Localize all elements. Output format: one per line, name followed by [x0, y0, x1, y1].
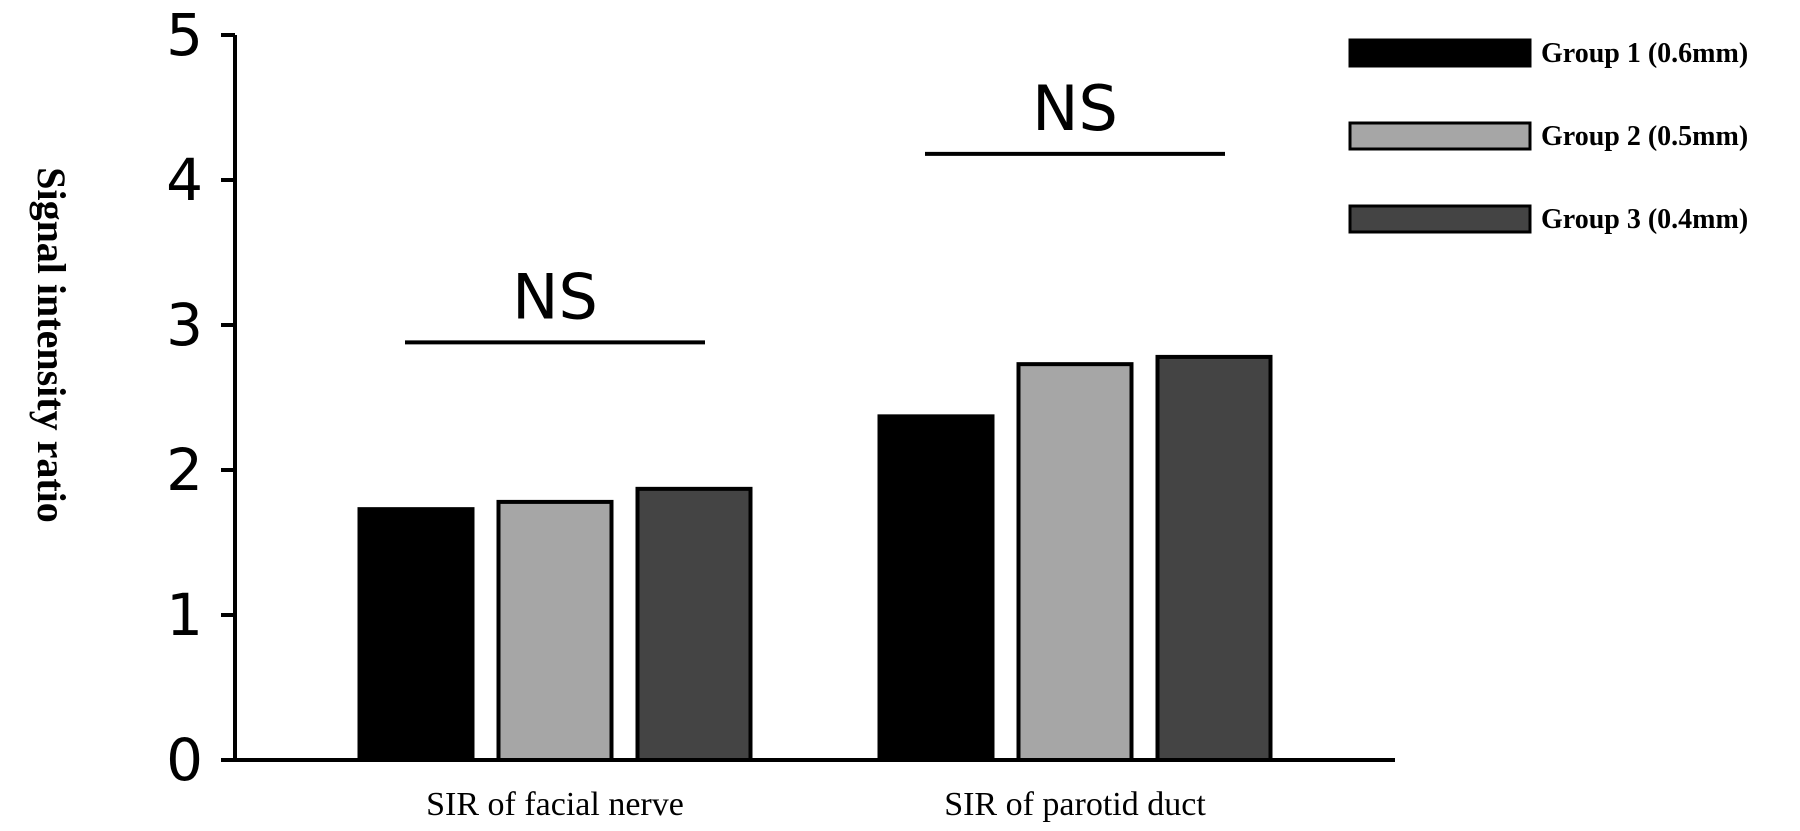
legend-label-group-2: Group 2 (0.5mm): [1541, 121, 1748, 152]
legend: Group 1 (0.6mm) Group 2 (0.5mm) Group 3 (0…: [1348, 38, 1748, 235]
y-tick-label: 1: [166, 581, 203, 649]
y-axis-label: Signal intensity ratio: [29, 167, 74, 523]
y-tick-label: 4: [166, 146, 203, 214]
bar-parotid-duct-group-2: [1016, 362, 1134, 762]
legend-swatch-group-2: [1348, 121, 1532, 151]
y-tick-label: 5: [166, 1, 203, 69]
bar-facial-nerve-group-3: [635, 486, 753, 762]
bar-parotid-duct-group-1: [877, 414, 995, 762]
bar-parotid-duct-group-3: [1155, 354, 1273, 762]
y-tick-label: 2: [166, 436, 203, 504]
significance-label: NS: [512, 260, 598, 333]
bar-facial-nerve-group-1: [357, 507, 475, 762]
y-tick-label: 3: [166, 291, 203, 359]
y-ticks: 0 1 2 3 4 5: [166, 1, 235, 794]
bar-facial-nerve-group-2: [496, 499, 614, 762]
legend-swatch-group-3: [1348, 204, 1532, 234]
legend-swatch-group-1: [1348, 38, 1532, 68]
bars: [357, 354, 1273, 762]
y-tick-label: 0: [166, 726, 203, 794]
significance-annotations: NS NS: [405, 72, 1225, 345]
x-category-label: SIR of parotid duct: [944, 786, 1206, 823]
legend-label-group-3: Group 3 (0.4mm): [1541, 204, 1748, 235]
significance-label: NS: [1032, 72, 1118, 145]
x-category-label: SIR of facial nerve: [426, 786, 684, 823]
legend-label-group-1: Group 1 (0.6mm): [1541, 38, 1748, 69]
category-labels: SIR of facial nerve SIR of parotid duct: [426, 786, 1206, 823]
